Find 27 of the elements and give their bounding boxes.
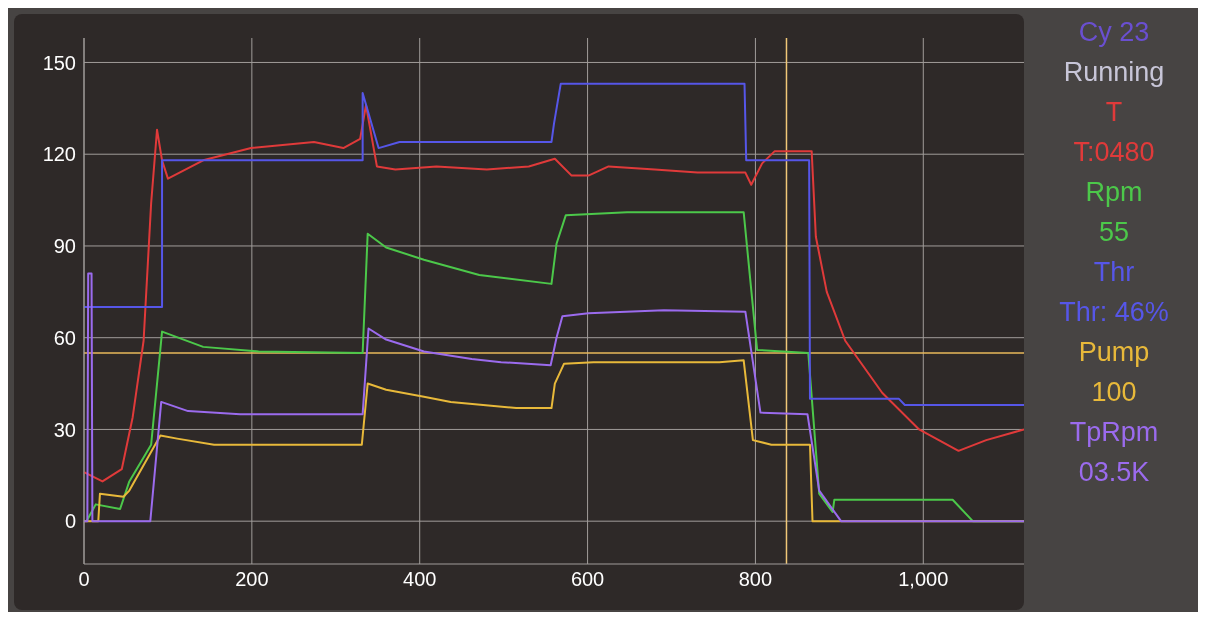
text: T — [1104, 96, 1124, 129]
x-tick-label: 0 — [78, 568, 90, 591]
text: T:0480 — [1072, 136, 1156, 169]
line-series — [84, 82, 1024, 406]
y-tick-label: 30 — [53, 418, 76, 441]
text: Pump — [1077, 336, 1151, 369]
x-tick-label: 1,000 — [898, 568, 949, 591]
line-series — [84, 272, 1024, 523]
x-tick-label: 200 — [235, 568, 269, 591]
text: Thr — [1092, 256, 1136, 289]
text: Cy 23 — [1077, 16, 1151, 49]
text: TpRpm — [1068, 416, 1160, 449]
text: Running — [1062, 56, 1166, 89]
y-tick-label: 0 — [64, 510, 76, 533]
y-tick-label: 90 — [53, 235, 76, 258]
line-series — [84, 104, 1024, 483]
x-tick-label: 800 — [738, 568, 773, 591]
text: 100 — [1090, 376, 1138, 409]
text: 55 — [1097, 216, 1130, 249]
text: Thr: 46% — [1058, 296, 1170, 329]
text: 03.5K — [1077, 456, 1151, 489]
y-tick-label: 60 — [53, 326, 76, 349]
y-tick-label: 120 — [42, 143, 76, 166]
text: Rpm — [1084, 176, 1144, 209]
x-tick-label: 600 — [570, 568, 605, 591]
y-tick-label: 150 — [42, 51, 76, 74]
x-tick-label: 400 — [403, 568, 437, 591]
